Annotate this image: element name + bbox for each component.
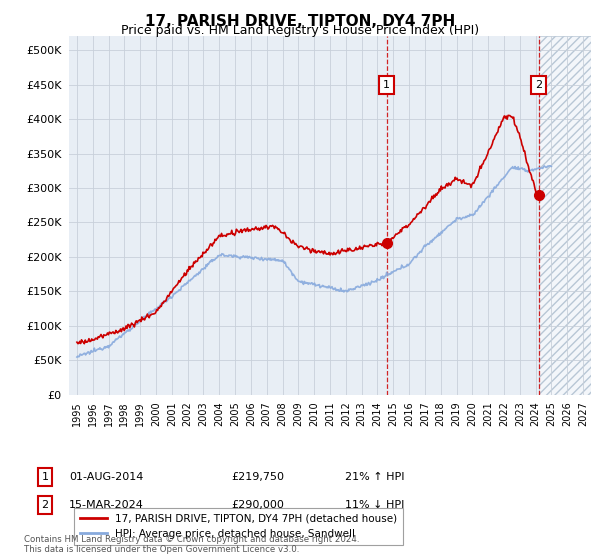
Text: 17, PARISH DRIVE, TIPTON, DY4 7PH: 17, PARISH DRIVE, TIPTON, DY4 7PH [145,14,455,29]
Text: £219,750: £219,750 [231,472,284,482]
Text: 21% ↑ HPI: 21% ↑ HPI [345,472,404,482]
Bar [539,36,591,395]
Text: 2: 2 [41,500,49,510]
Text: 1: 1 [41,472,49,482]
Text: Contains HM Land Registry data © Crown copyright and database right 2024.
This d: Contains HM Land Registry data © Crown c… [24,535,359,554]
Text: 15-MAR-2024: 15-MAR-2024 [69,500,144,510]
Text: 01-AUG-2014: 01-AUG-2014 [69,472,143,482]
Text: Price paid vs. HM Land Registry's House Price Index (HPI): Price paid vs. HM Land Registry's House … [121,24,479,37]
Text: 2: 2 [535,80,542,90]
Text: 1: 1 [383,80,390,90]
Bar [539,36,591,395]
Text: £290,000: £290,000 [231,500,284,510]
Text: 11% ↓ HPI: 11% ↓ HPI [345,500,404,510]
Legend: 17, PARISH DRIVE, TIPTON, DY4 7PH (detached house), HPI: Average price, detached: 17, PARISH DRIVE, TIPTON, DY4 7PH (detac… [74,507,403,545]
